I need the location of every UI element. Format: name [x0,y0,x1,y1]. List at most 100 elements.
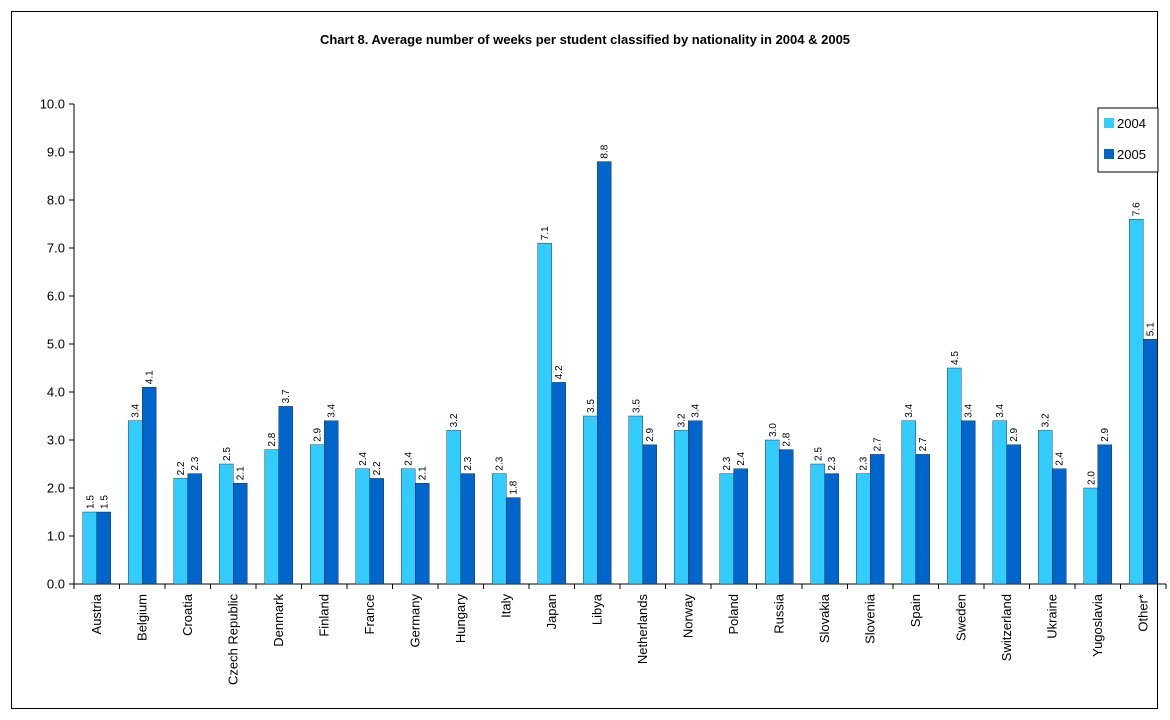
y-tick-label: 7.0 [47,241,65,256]
bar-2004 [82,511,97,585]
x-category-label: Russia [771,593,786,634]
bar-2004 [128,420,143,585]
bar-2004 [810,463,825,585]
bar-2004 [901,420,916,585]
bar-2005 [779,449,794,585]
bar-2005 [1097,444,1112,585]
bar-2005 [642,444,657,585]
x-category-label: Italy [498,594,513,618]
data-label: 3.4 [691,403,702,417]
bar-2004 [947,367,962,585]
bar-2004 [719,473,734,585]
x-category-label: Yugoslavia [1090,593,1105,657]
data-label: 2.4 [1055,451,1066,465]
data-label: 2.9 [645,427,656,441]
data-label: 1.8 [509,480,520,494]
bar-2004 [355,468,370,585]
chart-axes: 0.0 1.0 2.0 3.0 4.0 5.0 6.0 7.0 8.0 9.0 10.0 [40,97,1167,592]
legend-label: 2005 [1117,147,1146,162]
chart-frame [11,11,1158,709]
x-category-label: Croatia [180,593,195,636]
chart-bars [82,161,1158,585]
data-label: 3.4 [904,403,915,417]
data-label: 2.3 [859,456,870,470]
x-category-label: Austria [89,593,104,634]
bar-2005 [1006,444,1021,585]
bar-2005 [278,406,293,585]
y-tick-label: 0.0 [47,577,65,592]
data-label: 3.4 [995,403,1006,417]
data-label: 2.4 [404,451,415,465]
data-label: 2.9 [1100,427,1111,441]
bar-2004 [628,415,643,585]
x-category-label: Czech Republic [225,594,240,686]
data-label: 4.5 [950,351,961,365]
bar-2004 [1083,487,1098,585]
data-label: 7.1 [540,226,551,240]
data-label: 2.7 [918,437,929,451]
x-category-label: Norway [680,594,695,639]
bar-2004 [1129,218,1144,585]
data-label: 8.8 [600,144,611,158]
data-label: 3.0 [768,423,779,437]
data-label: 3.2 [677,413,688,427]
bar-2004 [1038,430,1053,585]
data-label: 3.4 [327,403,338,417]
bar-2005 [369,478,384,585]
data-label: 2.3 [722,456,733,470]
bar-2005 [597,161,612,585]
x-category-label: Spain [908,594,923,627]
bar-2004 [583,415,598,585]
data-label: 2.5 [222,447,233,461]
y-tick-label: 8.0 [47,193,65,208]
y-tick-label: 9.0 [47,145,65,160]
bar-2005 [915,454,930,585]
bar-2005 [1143,339,1158,585]
y-tick-label: 6.0 [47,289,65,304]
data-label: 1.5 [99,495,110,509]
data-label: 2.1 [236,466,247,480]
bar-2005 [233,483,248,585]
data-label: 4.1 [145,370,156,384]
x-category-label: Libya [589,593,604,625]
data-label: 2.4 [736,451,747,465]
bar-2004 [310,444,325,585]
data-label: 1.5 [85,495,96,509]
chart-title: Chart 8. Average number of weeks per stu… [319,32,851,47]
bar-2005 [733,468,748,585]
data-label: 2.1 [418,466,429,480]
chart-labels: Austria 1.5 1.5 Belgium 3.4 4.1 Croatia 2.2 2.3 C… [85,144,1157,685]
bar-2005 [961,420,976,585]
data-label: 2.8 [782,432,793,446]
bar-2005 [324,420,339,585]
x-category-label: Denmark [271,594,286,647]
bar-2004 [173,478,188,585]
x-category-label: Japan [544,594,559,629]
bar-2004 [401,468,416,585]
data-label: 2.2 [176,461,187,475]
x-category-label: Belgium [134,594,149,641]
data-label: 4.2 [554,365,565,379]
bar-2005 [142,387,157,585]
x-category-label: Poland [726,594,741,634]
bar-2004 [765,439,780,585]
data-label: 2.3 [463,456,474,470]
bar-2005 [688,420,703,585]
data-label: 3.5 [586,399,597,413]
data-label: 2.2 [372,461,383,475]
bar-2004 [446,430,461,585]
chart-legend: 2004 2005 [1097,107,1159,173]
data-label: 2.9 [313,427,324,441]
legend-swatch [1104,118,1114,128]
bar-2004 [537,242,552,585]
bar-2005 [460,473,475,585]
x-category-label: Other* [1135,594,1150,632]
data-label: 2.3 [495,456,506,470]
y-tick-label: 4.0 [47,385,65,400]
x-category-label: Ukraine [1044,594,1059,639]
x-category-label: Switzerland [999,594,1014,661]
data-label: 5.1 [1146,322,1157,336]
bar-2005 [870,454,885,585]
data-label: 3.2 [1041,413,1052,427]
